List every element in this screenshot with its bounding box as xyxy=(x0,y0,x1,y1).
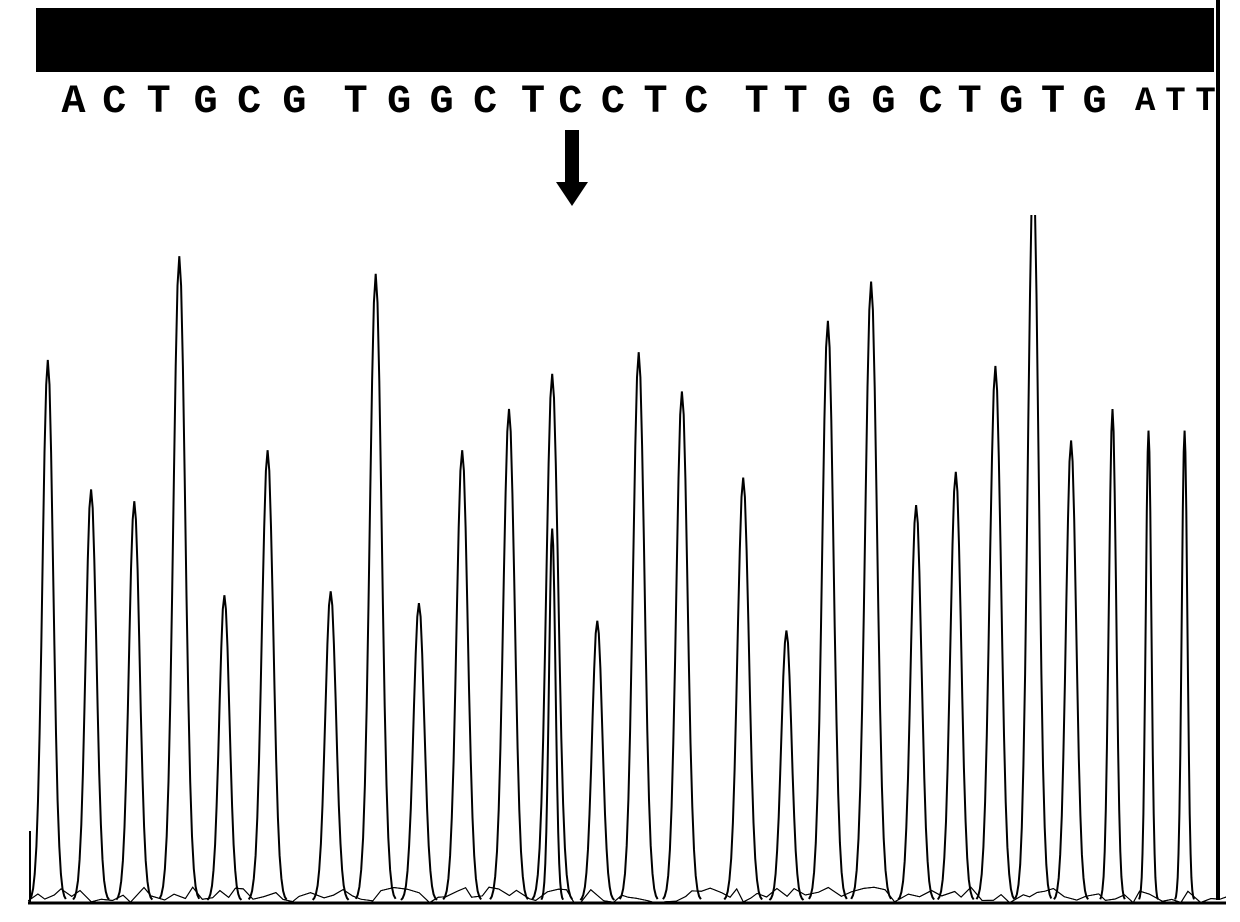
base-letter: T xyxy=(952,80,987,125)
base-letter: C xyxy=(467,80,502,125)
base-letter: C xyxy=(679,80,714,125)
trace-peak xyxy=(443,450,481,899)
base-letter: T xyxy=(1035,80,1070,125)
trace-peak xyxy=(977,366,1015,899)
trace-peak xyxy=(401,603,437,900)
trace-peak xyxy=(490,409,528,899)
chromatogram-svg xyxy=(28,215,1226,907)
base-letter: G xyxy=(863,80,904,125)
base-letter: G xyxy=(379,80,420,125)
trace-peak xyxy=(809,321,847,899)
base-letter: T xyxy=(778,80,813,125)
trace-peak xyxy=(356,274,396,899)
trace-peak xyxy=(1100,409,1125,899)
base-letter: T xyxy=(739,80,774,125)
base-letter: C xyxy=(231,80,266,125)
trace-peak xyxy=(620,352,658,899)
base-letter: C xyxy=(97,80,132,125)
trace-peak xyxy=(938,472,974,900)
base-letter: G xyxy=(274,80,315,125)
trace-peak xyxy=(851,282,891,899)
mutation-arrow-icon xyxy=(550,128,594,208)
sequence-base-calls: ACTGCGTGGCTCCTCTTGGCTGTGATT xyxy=(38,78,1218,126)
base-letter: T xyxy=(1191,83,1219,121)
trace-peak xyxy=(207,595,241,900)
trace-peak xyxy=(580,621,614,900)
base-letter: T xyxy=(1161,83,1189,121)
trace-peak xyxy=(160,256,200,899)
trace-peak xyxy=(663,391,701,899)
trace-peak xyxy=(1015,215,1051,898)
trace-peak xyxy=(1175,431,1194,900)
base-letter: C xyxy=(595,80,630,125)
base-letter: T xyxy=(515,80,550,125)
trace-peak xyxy=(532,374,572,899)
base-letter: C xyxy=(913,80,948,125)
base-letter: T xyxy=(338,80,373,125)
trace-peak xyxy=(73,489,109,899)
base-letter: G xyxy=(991,80,1032,125)
trace-peak xyxy=(724,478,762,900)
trace-peak xyxy=(1139,431,1158,900)
base-letter: G xyxy=(185,80,226,125)
base-letter: G xyxy=(1074,80,1115,125)
trace-peak xyxy=(769,631,803,901)
chromatogram-trace-area xyxy=(28,215,1226,907)
base-letter: T xyxy=(638,80,673,125)
trace-peak xyxy=(1054,440,1088,899)
trace-peak xyxy=(116,501,152,899)
trace-peak xyxy=(249,450,287,899)
trace-peak xyxy=(313,591,349,900)
base-letter: A xyxy=(56,80,91,125)
chromatogram-figure: ACTGCGTGGCTCCTCTTGGCTGTGATT xyxy=(20,0,1220,900)
base-letter: G xyxy=(819,80,860,125)
trace-peak xyxy=(30,360,66,899)
base-letter: C xyxy=(553,80,588,125)
base-letter: G xyxy=(421,80,462,125)
header-black-bar xyxy=(36,8,1214,72)
base-letter: T xyxy=(141,80,176,125)
trace-peak xyxy=(898,505,934,899)
base-letter: A xyxy=(1131,83,1159,121)
